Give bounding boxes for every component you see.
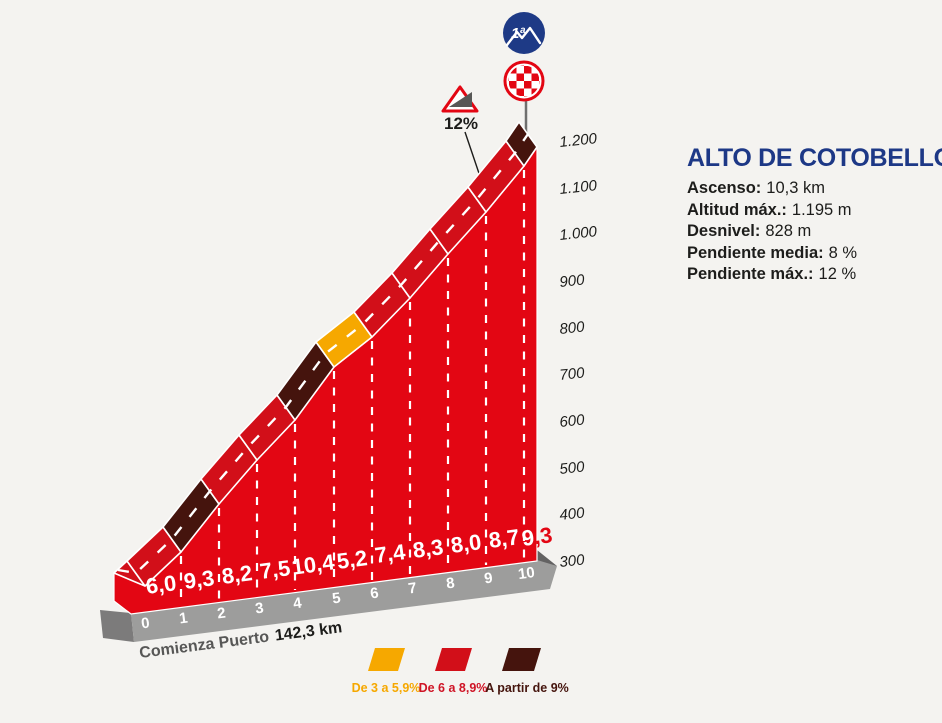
elevation-axis: 1.200 1.100 1.000 900 800 700 600 500 40…: [559, 130, 599, 571]
gradient-label: 8,7: [487, 524, 521, 553]
km-tick: 6: [369, 585, 379, 603]
road-seg-summit: [505, 121, 538, 167]
stat-pendiente-max: Pendiente máx.: 12 %: [687, 265, 856, 283]
stat-pendiente-media: Pendiente media: 8 %: [687, 244, 857, 262]
max-gradient-value: 12%: [444, 114, 478, 133]
elevation-tick: 500: [559, 458, 586, 478]
gradient-label: 8,0: [449, 529, 483, 558]
km-tick: 7: [407, 580, 417, 598]
checker-disc-pattern: [508, 65, 540, 97]
gradient-label: 7,4: [373, 539, 407, 568]
km-tick: 1: [178, 610, 188, 628]
category-badge-circle: [503, 12, 545, 54]
km-tick: 0: [140, 615, 150, 633]
elevation-tick: 900: [559, 271, 586, 291]
gradient-legend: De 3 a 5,9% De 6 a 8,9% A partir de 9%: [352, 648, 569, 695]
elevation-tick: 700: [559, 364, 586, 384]
gradient-labels: 6,0 9,3 8,2 7,5 10,4 5,2 7,4 8,3 8,0 8,7…: [144, 522, 554, 599]
gradient-label: 5,2: [335, 545, 369, 574]
gradient-label: 6,0: [144, 570, 178, 599]
km-tick: 9: [483, 570, 493, 588]
km-grid-lines: [179, 170, 526, 605]
gradient-label: 8,2: [220, 560, 254, 589]
stat-altitud-max: Altitud máx.: 1.195 m: [687, 201, 852, 219]
elevation-tick: 800: [559, 318, 586, 338]
climb-info-panel: ALTO DE COTOBELLO Ascenso: 10,3 km Altitu…: [687, 144, 942, 283]
legend-swatch-dark: [502, 648, 541, 671]
km-tick: 3: [254, 600, 264, 618]
gradient-label-final: 9,3: [520, 522, 554, 551]
elevation-tick: 1.000: [559, 223, 599, 244]
summit-finish-icon: [503, 60, 545, 102]
legend-swatch-red: [435, 648, 472, 671]
legend-label-dark: A partir de 9%: [485, 681, 569, 695]
gradient-label: 9,3: [182, 565, 216, 594]
elevation-tick: 600: [559, 411, 586, 431]
legend-swatch-orange: [368, 648, 405, 671]
km-tick: 4: [292, 594, 303, 612]
elevation-tick: 300: [559, 551, 586, 571]
base-left-cap: [100, 610, 134, 642]
gradient-label: 8,3: [411, 534, 445, 563]
max-gradient-sign: 12%: [441, 85, 479, 133]
gradient-label: 10,4: [290, 549, 336, 579]
stat-desnivel: Desnivel: 828 m: [687, 222, 811, 240]
gradient-label: 7,5: [258, 555, 292, 584]
stat-ascenso: Ascenso: 10,3 km: [687, 179, 825, 197]
km-tick: 8: [445, 575, 455, 593]
slope-glyph: [449, 92, 472, 107]
legend-label-red: De 6 a 8,9%: [419, 681, 488, 695]
legend-label-orange: De 3 a 5,9%: [352, 681, 421, 695]
km-axis: 0 1 2 3 4 5 6 7 8 9 10: [140, 564, 536, 632]
km-tick: 10: [517, 564, 536, 583]
base-front: [131, 560, 557, 642]
elevation-tick: 400: [559, 504, 586, 524]
km-tick: 5: [331, 590, 341, 608]
elevation-tick: 1.100: [559, 177, 599, 198]
km-tick: 2: [216, 605, 226, 623]
page-title: ALTO DE COTOBELLO: [687, 144, 942, 172]
category-badge: 1ª: [503, 12, 545, 54]
elevation-tick: 1.200: [559, 130, 599, 151]
mountain-icon: [505, 26, 542, 47]
